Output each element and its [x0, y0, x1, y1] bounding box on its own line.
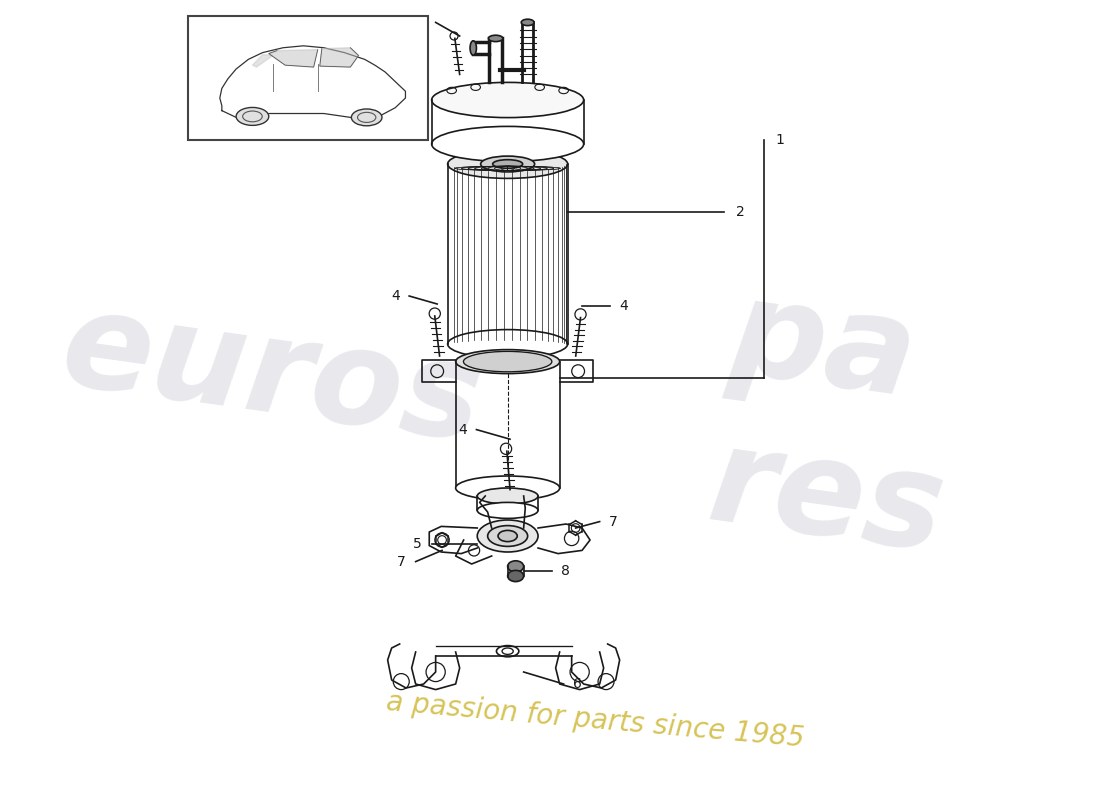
Text: 3: 3 [417, 15, 426, 30]
Ellipse shape [448, 150, 568, 178]
Ellipse shape [455, 350, 560, 374]
Text: euros: euros [54, 282, 490, 470]
Text: 2: 2 [736, 205, 745, 219]
Text: 4: 4 [619, 299, 628, 314]
Ellipse shape [477, 502, 538, 518]
Text: a passion for parts since 1985: a passion for parts since 1985 [385, 688, 806, 752]
Ellipse shape [507, 570, 524, 582]
Ellipse shape [448, 330, 568, 358]
Text: 7: 7 [397, 554, 406, 569]
Bar [188, 16, 428, 140]
Text: 7: 7 [609, 514, 618, 529]
Ellipse shape [493, 160, 522, 168]
Ellipse shape [236, 107, 268, 126]
Polygon shape [252, 54, 273, 67]
Text: 4: 4 [458, 422, 466, 437]
Ellipse shape [487, 526, 528, 546]
Ellipse shape [507, 561, 524, 572]
Ellipse shape [477, 488, 538, 504]
Text: 6: 6 [573, 677, 582, 691]
Ellipse shape [463, 351, 552, 372]
Ellipse shape [477, 520, 538, 552]
Text: pa
res: pa res [701, 269, 974, 579]
Text: 8: 8 [561, 564, 570, 578]
Ellipse shape [431, 126, 584, 162]
Ellipse shape [481, 156, 535, 172]
Ellipse shape [498, 530, 517, 542]
Polygon shape [320, 48, 359, 67]
Ellipse shape [351, 109, 382, 126]
Text: 1: 1 [776, 133, 784, 147]
Text: 5: 5 [414, 537, 422, 551]
Polygon shape [268, 50, 318, 67]
Text: 4: 4 [390, 289, 399, 303]
Ellipse shape [455, 476, 560, 500]
Ellipse shape [470, 41, 476, 55]
Ellipse shape [488, 35, 503, 42]
Ellipse shape [431, 82, 584, 118]
Ellipse shape [521, 19, 534, 26]
